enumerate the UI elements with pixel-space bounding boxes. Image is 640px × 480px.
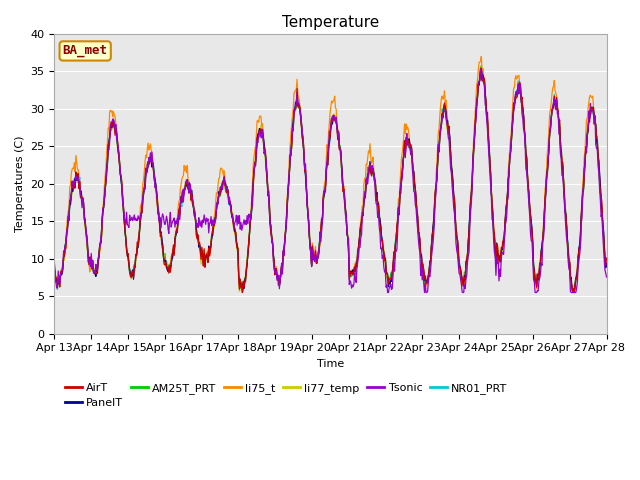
Text: BA_met: BA_met: [63, 45, 108, 58]
PanelT: [51, 269, 58, 275]
li77_temp: [51, 262, 58, 267]
li77_temp: [61, 257, 68, 263]
NR01_PRT: [239, 289, 246, 295]
Tsonic: [173, 216, 181, 221]
PanelT: [173, 228, 181, 234]
AM25T_PRT: [414, 215, 422, 221]
PanelT: [203, 253, 211, 259]
Tsonic: [51, 266, 58, 272]
li75_t: [61, 252, 68, 258]
NR01_PRT: [415, 230, 422, 236]
li75_t: [603, 255, 611, 261]
NR01_PRT: [61, 250, 68, 255]
li75_t: [399, 150, 406, 156]
AirT: [51, 261, 58, 266]
AirT: [117, 174, 125, 180]
Line: NR01_PRT: NR01_PRT: [54, 69, 607, 292]
Line: Tsonic: Tsonic: [54, 69, 607, 292]
NR01_PRT: [173, 226, 181, 232]
li77_temp: [477, 63, 485, 69]
PanelT: [414, 213, 422, 219]
Tsonic: [603, 274, 611, 280]
AM25T_PRT: [51, 271, 58, 276]
AM25T_PRT: [603, 261, 611, 267]
Tsonic: [203, 215, 211, 221]
NR01_PRT: [51, 260, 58, 265]
AirT: [239, 289, 246, 295]
li75_t: [203, 256, 211, 262]
li77_temp: [414, 209, 422, 215]
Title: Temperature: Temperature: [282, 15, 379, 30]
Tsonic: [477, 66, 484, 72]
PanelT: [61, 253, 68, 259]
PanelT: [117, 179, 125, 184]
li77_temp: [397, 174, 405, 180]
Line: AM25T_PRT: AM25T_PRT: [54, 66, 607, 292]
AM25T_PRT: [477, 63, 485, 69]
NR01_PRT: [117, 180, 125, 185]
li77_temp: [569, 289, 577, 295]
li75_t: [173, 223, 181, 229]
Y-axis label: Temperatures (C): Temperatures (C): [15, 135, 25, 232]
AirT: [603, 255, 611, 261]
Line: PanelT: PanelT: [54, 68, 607, 292]
NR01_PRT: [477, 66, 485, 72]
NR01_PRT: [399, 168, 406, 173]
li75_t: [415, 224, 422, 230]
AM25T_PRT: [173, 227, 181, 233]
AirT: [173, 229, 181, 235]
li75_t: [51, 263, 58, 269]
li77_temp: [173, 229, 181, 235]
Legend: AirT, PanelT, AM25T_PRT, li75_t, li77_temp, Tsonic, NR01_PRT: AirT, PanelT, AM25T_PRT, li75_t, li77_te…: [61, 378, 512, 413]
AirT: [203, 251, 211, 257]
AirT: [477, 66, 485, 72]
Tsonic: [117, 173, 125, 179]
AirT: [399, 168, 406, 174]
li77_temp: [603, 260, 611, 265]
Tsonic: [399, 176, 406, 181]
Tsonic: [61, 247, 68, 253]
AM25T_PRT: [61, 252, 68, 258]
PanelT: [397, 175, 405, 180]
AM25T_PRT: [117, 173, 125, 179]
Tsonic: [415, 237, 422, 242]
NR01_PRT: [603, 256, 611, 262]
Line: li77_temp: li77_temp: [54, 66, 607, 292]
Line: AirT: AirT: [54, 69, 607, 292]
li75_t: [238, 289, 246, 295]
PanelT: [477, 65, 485, 71]
AM25T_PRT: [397, 173, 405, 179]
AirT: [61, 252, 68, 258]
Line: li75_t: li75_t: [54, 57, 607, 292]
li75_t: [117, 172, 125, 178]
AM25T_PRT: [569, 289, 577, 295]
li77_temp: [203, 257, 211, 263]
PanelT: [603, 261, 611, 266]
li75_t: [477, 54, 485, 60]
AM25T_PRT: [203, 253, 211, 259]
NR01_PRT: [203, 253, 211, 259]
AirT: [415, 229, 422, 235]
X-axis label: Time: Time: [317, 359, 344, 369]
li77_temp: [117, 176, 125, 181]
Tsonic: [384, 289, 392, 295]
PanelT: [570, 289, 578, 295]
